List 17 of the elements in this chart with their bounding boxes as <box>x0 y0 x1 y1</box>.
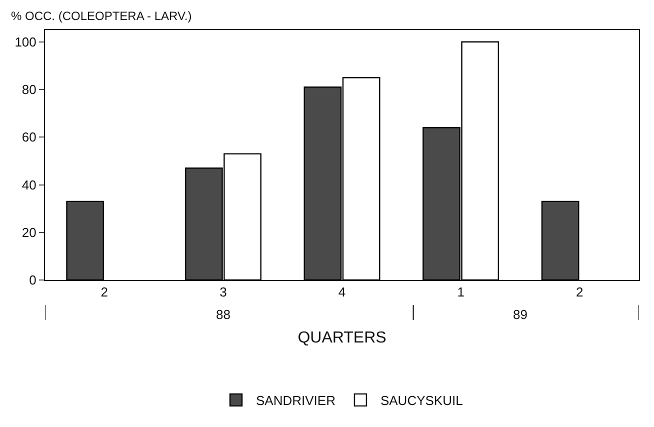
y-tick-label: 40 <box>22 177 36 192</box>
y-tick-label: 60 <box>22 130 36 145</box>
legend-label: SAUCYSKUIL <box>380 393 463 408</box>
x-tick-label: 4 <box>338 284 346 300</box>
y-tick-label: 0 <box>29 272 36 288</box>
legend-label: SANDRIVIER <box>256 393 336 408</box>
x-tick-label: 2 <box>576 284 584 300</box>
x-tick-label: 2 <box>100 284 108 300</box>
text: 88 <box>216 307 230 322</box>
y-tick-label: 80 <box>22 82 36 98</box>
y-tick-label: 20 <box>22 224 36 240</box>
x-axis-title: QUARTERS <box>298 329 386 346</box>
y-axis-title: % OCC. (COLEOPTERA - LARV.) <box>11 9 192 23</box>
x-tick-label: 1 <box>457 284 464 300</box>
y-tick-label: 100 <box>14 34 36 50</box>
x-tick-label: 3 <box>220 284 227 300</box>
text: 89 <box>513 307 528 322</box>
